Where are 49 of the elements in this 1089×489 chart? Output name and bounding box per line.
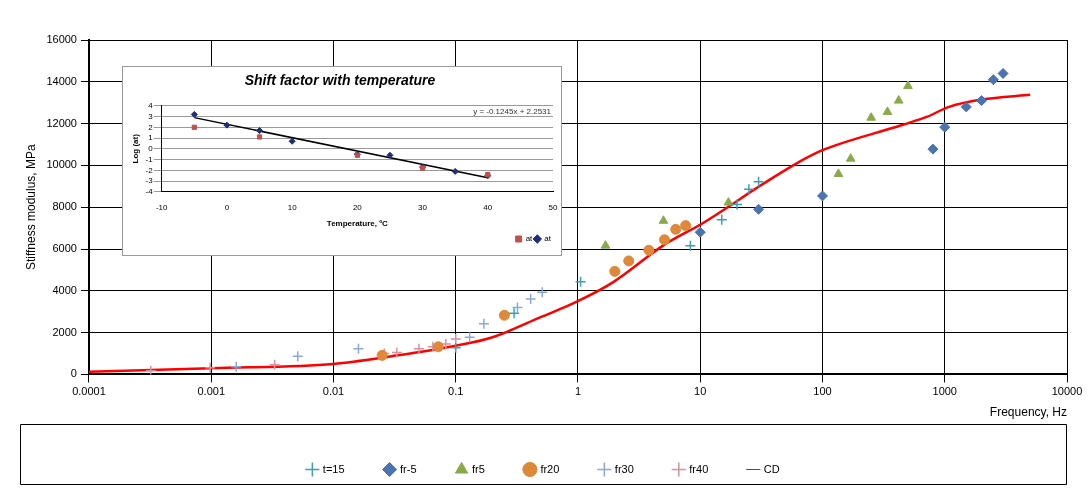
- legend-label: fr40: [689, 462, 709, 475]
- x-axis-title: Temperature, ºC: [326, 219, 389, 229]
- y-tick-label: 4000: [52, 283, 77, 296]
- y-tick-label: -1: [145, 154, 154, 164]
- y-tick-label: 8000: [52, 200, 77, 213]
- y-tick-label: -2: [145, 165, 154, 175]
- x-tick-label: 100: [813, 385, 832, 398]
- legend-label: fr20: [540, 462, 560, 475]
- legend-label: fr-5: [400, 462, 417, 475]
- y-tick-label: 1: [148, 133, 154, 143]
- legend-label: at: [525, 234, 534, 244]
- x-tick-label: 50: [548, 202, 558, 212]
- x-tick-label: 20: [352, 202, 363, 212]
- legend-label: at: [544, 234, 552, 244]
- x-tick-label: 0.0001: [72, 385, 106, 398]
- x-tick-label: 10: [287, 202, 298, 212]
- x-tick-label: -10: [155, 202, 169, 212]
- x-tick-label: 0.001: [197, 385, 226, 398]
- y-tick-label: 3: [148, 111, 154, 121]
- legend-label: CD: [763, 462, 780, 475]
- y-axis-title: Log (at): [131, 133, 140, 164]
- annotation: y = -0.1245x + 2.2531: [473, 107, 552, 116]
- y-axis-title: Stiffness modulus, MPa: [23, 143, 38, 271]
- legend-label: t=15: [322, 462, 345, 475]
- x-tick-label: 30: [418, 202, 428, 212]
- y-tick-label: 12000: [46, 116, 77, 129]
- y-tick-label: 16000: [46, 33, 77, 46]
- legend-label: fr30: [614, 462, 634, 475]
- y-tick-label: 14000: [46, 74, 77, 87]
- y-tick-label: 2: [148, 122, 154, 132]
- y-tick-label: 0: [70, 367, 77, 380]
- x-tick-label: 0: [224, 202, 230, 212]
- y-tick-label: -3: [145, 176, 154, 186]
- x-tick-label: 10000: [1051, 385, 1083, 398]
- x-tick-label: 0.01: [322, 385, 345, 398]
- y-tick-label: 4: [148, 101, 154, 110]
- x-tick-label: 10: [694, 385, 707, 398]
- x-tick-label: 1: [574, 385, 582, 398]
- y-tick-label: 2000: [52, 325, 77, 338]
- x-axis-title: Frequency, Hz: [989, 405, 1067, 420]
- chart-title: Shift factor with temperature: [244, 72, 436, 89]
- legend-label: fr5: [472, 462, 485, 475]
- y-tick-label: -4: [145, 187, 154, 196]
- y-tick-label: 10000: [46, 158, 77, 171]
- y-tick-label: 6000: [52, 242, 77, 255]
- x-tick-label: 0.1: [448, 385, 464, 398]
- x-tick-label: 1000: [932, 385, 957, 398]
- x-tick-label: 40: [483, 202, 493, 212]
- y-tick-label: 0: [148, 144, 154, 153]
